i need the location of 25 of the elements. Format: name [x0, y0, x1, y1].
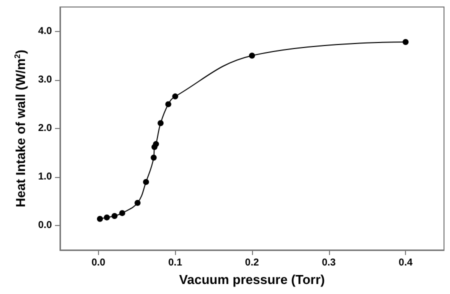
point	[134, 200, 141, 206]
point	[172, 93, 178, 100]
point	[150, 154, 157, 161]
y-axis-title: Heat Intake of wall (W/m2)	[13, 50, 28, 208]
point	[112, 212, 118, 219]
x-tick-label: 0.4	[398, 258, 413, 268]
x-tick-label: 0.1	[168, 258, 183, 268]
point	[119, 210, 126, 216]
x-tick-label: 0.0	[91, 258, 106, 268]
point	[165, 101, 172, 108]
point	[158, 120, 164, 126]
point	[104, 214, 110, 220]
x-tick-label: 0.3	[322, 258, 336, 268]
y-tick-label: 4.0	[38, 26, 52, 37]
point	[153, 141, 159, 148]
x-tick-label: 0.2	[245, 258, 260, 268]
point	[249, 52, 255, 59]
y-tick-label: 1.0	[38, 172, 52, 183]
point	[96, 216, 103, 222]
y-tick-label: 2.0	[38, 123, 52, 134]
x-axis-title: Vacuum pressure (Torr)	[179, 272, 325, 287]
y-tick-label: 0.0	[38, 220, 52, 232]
y-tick-label: 3.0	[38, 74, 52, 86]
point	[143, 178, 150, 185]
point	[402, 38, 409, 45]
